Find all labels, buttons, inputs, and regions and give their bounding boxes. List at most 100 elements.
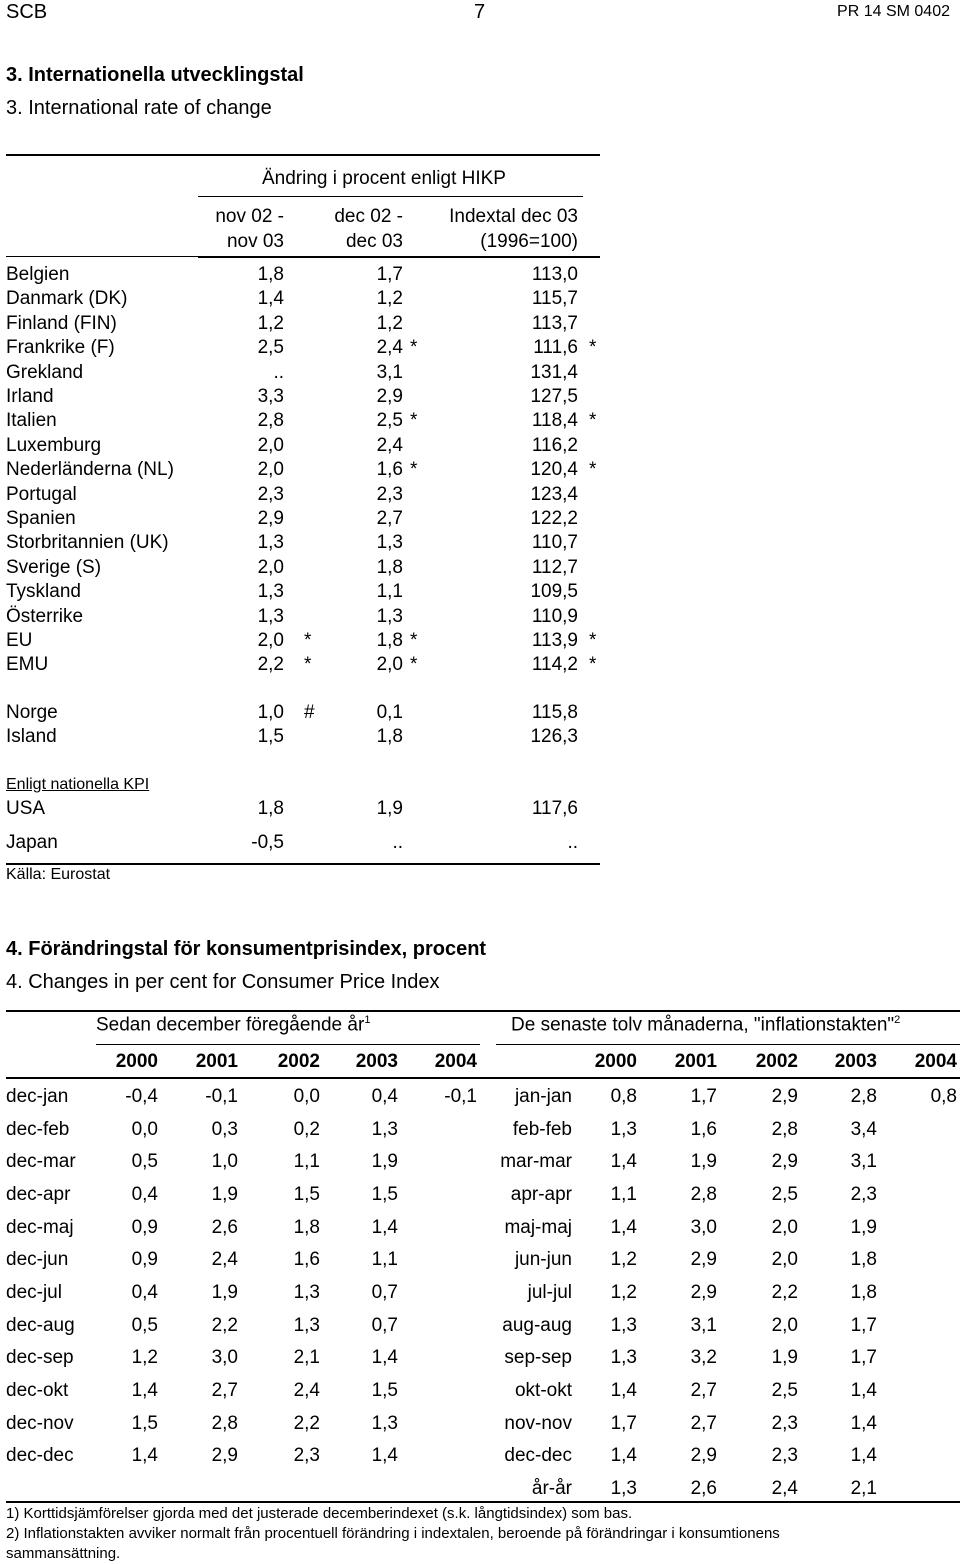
period-value: 0,4 (131, 1281, 158, 1303)
period-value: 3,1 (850, 1151, 877, 1173)
right-group-rule (496, 1044, 960, 1045)
period-value: 2,2 (211, 1314, 238, 1336)
right-year-header: 2000 (594, 1051, 637, 1072)
period-value: 2,9 (771, 1086, 798, 1107)
period-value: 0,3 (211, 1118, 238, 1140)
change-dec: 1,3 (376, 605, 403, 627)
index-value: 118,4 (531, 410, 578, 432)
cpi-bottom-rule (6, 1501, 960, 1503)
change-dec-mark: * (410, 630, 418, 651)
period-value: 1,9 (211, 1183, 238, 1205)
period-label: år-år (531, 1477, 572, 1499)
change-dec: 2,0 (376, 654, 403, 676)
header-rule-left (6, 256, 198, 257)
change-dec: 1,8 (376, 726, 403, 748)
period-value: 1,4 (850, 1412, 877, 1434)
change-dec: 1,7 (376, 264, 403, 285)
period-value: 2,7 (690, 1412, 717, 1434)
index-value: 111,6 (533, 337, 578, 359)
country-name: Luxemburg (6, 434, 102, 456)
period-label: okt-okt (514, 1379, 572, 1401)
period-value: 2,8 (690, 1183, 717, 1205)
change-dec: 2,9 (376, 386, 403, 407)
period-value: 2,4 (293, 1379, 320, 1401)
period-value: 1,1 (610, 1183, 637, 1205)
period-value: 2,6 (690, 1477, 717, 1499)
period-label: dec-jan (6, 1086, 69, 1107)
source-note: Källa: Eurostat (6, 866, 111, 883)
index-value: 113,9 (531, 630, 578, 651)
left-year-header: 2004 (434, 1051, 477, 1072)
period-value: 3,4 (850, 1118, 877, 1140)
index-value: .. (567, 832, 578, 853)
index-value: 115,7 (531, 288, 578, 310)
period-value: 1,2 (610, 1281, 637, 1303)
period-value: 1,4 (371, 1347, 398, 1369)
period-value: 1,3 (610, 1477, 637, 1499)
footnote-1: 1) Korttidsjämförelser gjorda med det ju… (6, 1505, 633, 1522)
period-value: 2,5 (771, 1183, 798, 1205)
period-value: 2,9 (690, 1249, 717, 1271)
page-number: 7 (474, 1, 486, 23)
period-value: 1,2 (131, 1347, 158, 1369)
footnote-2-cont: sammansättning. (6, 1545, 121, 1562)
period-value: 0,7 (371, 1314, 398, 1336)
period-label: dec-sep (6, 1347, 74, 1369)
change-nov: 2,0 (257, 434, 284, 456)
period-value: 0,5 (131, 1151, 158, 1173)
index-mark: * (589, 410, 597, 432)
period-value: 1,3 (610, 1347, 637, 1369)
period-label: apr-apr (510, 1183, 572, 1205)
change-dec: 2,4 (376, 434, 403, 456)
col1-header-line1: nov 02 - (215, 206, 284, 227)
right-year-header: 2003 (834, 1051, 877, 1072)
period-value: 1,8 (850, 1281, 877, 1303)
left-group-rule (96, 1044, 480, 1045)
period-value: 1,6 (293, 1249, 320, 1271)
period-value: 1,7 (850, 1314, 877, 1336)
country-name: Irland (6, 386, 54, 407)
index-value: 126,3 (530, 726, 578, 748)
period-value: 2,8 (771, 1118, 798, 1140)
index-value: 114,2 (531, 654, 578, 676)
change-nov: 1,8 (257, 798, 284, 819)
period-value: 2,2 (293, 1412, 320, 1434)
period-value: 2,4 (771, 1477, 798, 1499)
period-label: dec-jun (6, 1249, 69, 1271)
period-value: 1,4 (610, 1151, 637, 1173)
country-name: Storbritannien (UK) (6, 532, 169, 554)
period-value: 1,9 (690, 1151, 717, 1173)
period-value: 2,9 (211, 1445, 238, 1467)
period-value: 1,7 (690, 1086, 717, 1107)
period-value: 2,5 (771, 1379, 798, 1401)
period-value: 3,1 (690, 1314, 717, 1336)
change-dec: 1,9 (376, 798, 403, 819)
section4-title-en: 4. Changes in per cent for Consumer Pric… (6, 971, 440, 993)
change-dec: 1,1 (376, 581, 403, 603)
table-top-rule (6, 154, 600, 156)
period-value: 0,8 (610, 1086, 637, 1107)
period-value: 1,4 (131, 1379, 158, 1401)
change-dec: 1,2 (376, 288, 403, 310)
period-label: nov-nov (504, 1412, 572, 1434)
change-nov: -0,5 (251, 832, 284, 853)
country-name: Österrike (6, 605, 84, 627)
section4-title-sv: 4. Förändringstal för konsumentprisindex… (6, 938, 487, 960)
period-value: 2,4 (211, 1249, 238, 1271)
index-value: 110,9 (531, 605, 578, 627)
change-dec: 2,4 (376, 337, 403, 359)
period-value: 2,9 (690, 1281, 717, 1303)
period-value: 1,4 (371, 1445, 398, 1467)
col2-header-line1: dec 02 - (334, 206, 403, 227)
left-group-header: Sedan december föregående år1 (96, 1014, 370, 1036)
period-value: 1,7 (610, 1412, 637, 1434)
right-group-header: De senaste tolv månaderna, "inflationsta… (511, 1014, 900, 1036)
period-value: -0,1 (444, 1086, 477, 1107)
country-name: USA (6, 798, 46, 819)
period-value: 1,4 (610, 1216, 637, 1238)
right-group-header-text: De senaste tolv månaderna, "inflationsta… (511, 1014, 895, 1036)
period-value: 3,0 (690, 1216, 717, 1238)
index-value: 120,4 (530, 459, 578, 481)
period-value: 0,0 (293, 1086, 320, 1107)
country-name: EU (6, 630, 33, 651)
